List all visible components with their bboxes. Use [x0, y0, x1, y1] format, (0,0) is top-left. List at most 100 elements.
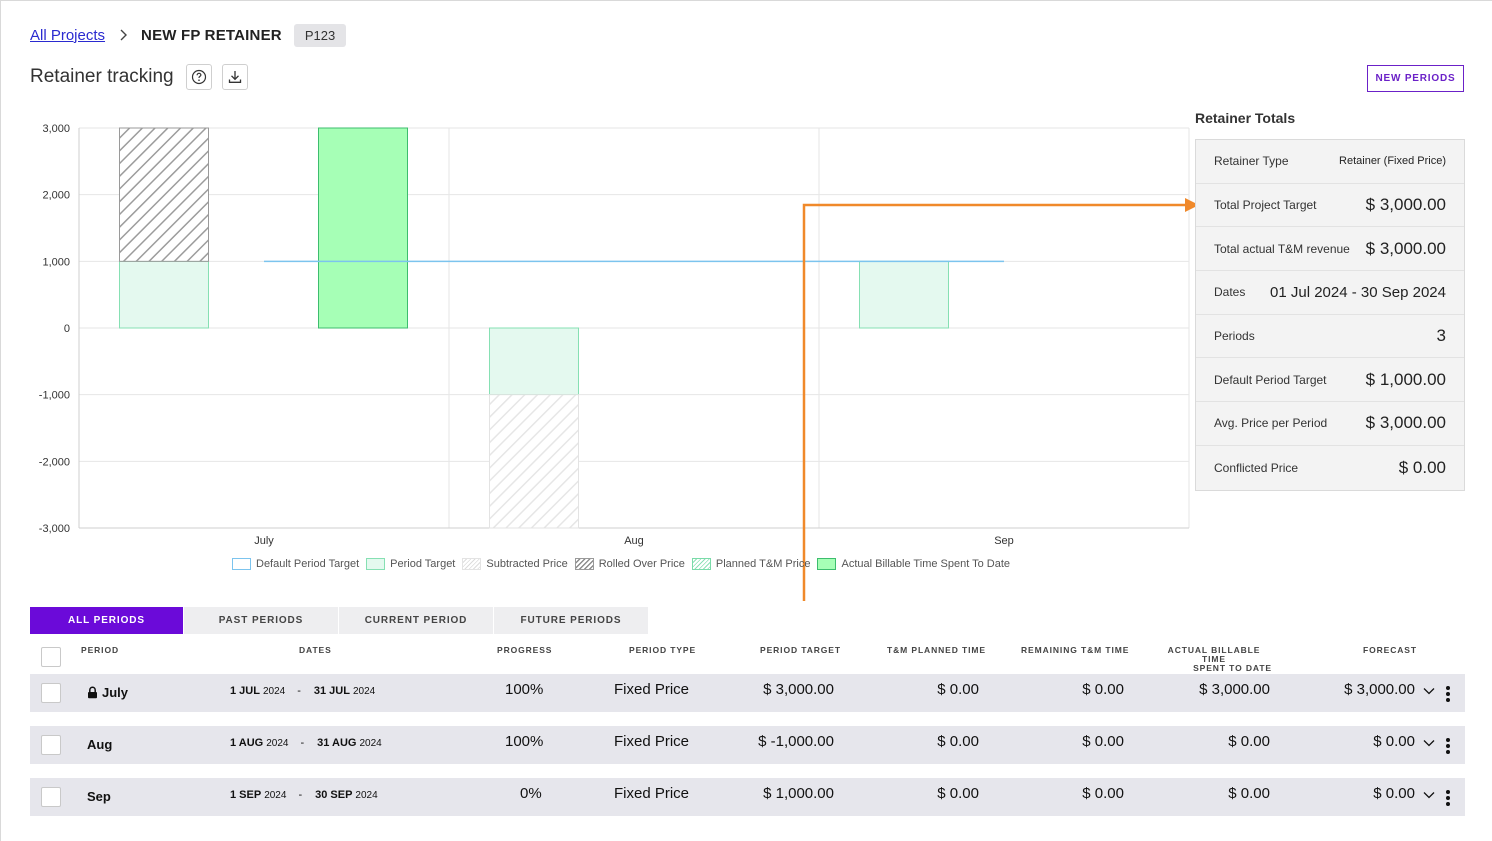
legend-subtracted-price[interactable]: Subtracted Price — [462, 558, 568, 570]
row-menu-icon[interactable] — [1442, 736, 1454, 756]
totals-row-total-project-target: Total Project Target $ 3,000.00 — [1196, 184, 1464, 228]
row-dates: 1 AUG 2024 - 31 AUG 2024 — [230, 737, 382, 749]
legend-planned-tm-price[interactable]: Planned T&M Price — [691, 558, 810, 570]
chevron-down-icon[interactable] — [1422, 684, 1436, 698]
row-progress: 100% — [505, 733, 544, 750]
tab-all-periods[interactable]: ALL PERIODS — [30, 607, 184, 634]
totals-label: Retainer Type — [1214, 154, 1289, 169]
x-tick-label: Sep — [994, 535, 1014, 547]
legend-swatch — [366, 558, 386, 570]
y-tick-label: -3,000 — [39, 523, 70, 535]
y-tick-label: 2,000 — [42, 190, 70, 202]
row-end-day: 31 AUG — [317, 737, 357, 749]
header-dates[interactable]: DATES — [299, 645, 332, 655]
y-tick-label: 1,000 — [42, 256, 70, 268]
totals-panel: Retainer Type Retainer (Fixed Price) Tot… — [1195, 139, 1465, 491]
totals-value: $ 3,000.00 — [1365, 238, 1446, 258]
new-periods-button[interactable]: NEW PERIODS — [1367, 65, 1464, 92]
header-tm-planned-time[interactable]: T&M PLANNED TIME — [887, 645, 986, 655]
y-tick-label: 3,000 — [42, 123, 70, 135]
table-row[interactable]: Sep 1 SEP 2024 - 30 SEP 2024 0% Fixed Pr… — [30, 778, 1465, 816]
period-tabs: ALL PERIODS PAST PERIODS CURRENT PERIOD … — [30, 607, 649, 634]
project-name: NEW FP RETAINER — [141, 26, 282, 44]
lock-icon — [88, 686, 97, 699]
row-tm-planned: $ 0.00 — [937, 681, 979, 698]
header-progress[interactable]: PROGRESS — [497, 645, 553, 655]
totals-label: Dates — [1214, 285, 1246, 300]
tab-future-periods[interactable]: FUTURE PERIODS — [494, 607, 649, 634]
row-start-year: 2024 — [264, 790, 287, 801]
totals-label: Default Period Target — [1214, 372, 1327, 387]
header-period[interactable]: PERIOD — [81, 645, 119, 655]
totals-row-default-period-target: Default Period Target $ 1,000.00 — [1196, 358, 1464, 403]
header-period-target[interactable]: PERIOD TARGET — [760, 645, 841, 655]
row-remaining-tm: $ 0.00 — [1082, 681, 1124, 698]
totals-value: Retainer (Fixed Price) — [1339, 155, 1446, 168]
legend-label: Period Target — [390, 558, 456, 570]
legend-rolled-over-price[interactable]: Rolled Over Price — [574, 558, 685, 570]
legend-default-period-target[interactable]: Default Period Target — [232, 558, 359, 570]
totals-value: $ 3,000.00 — [1365, 413, 1446, 433]
row-dates: 1 JUL 2024 - 31 JUL 2024 — [230, 685, 375, 697]
row-end-year: 2024 — [359, 738, 382, 749]
legend-label: Actual Billable Time Spent To Date — [841, 558, 1011, 570]
row-checkbox[interactable] — [41, 787, 61, 807]
all-projects-link[interactable]: All Projects — [30, 26, 106, 44]
tab-past-periods[interactable]: PAST PERIODS — [184, 607, 339, 634]
totals-row-total-actual-revenue: Total actual T&M revenue $ 3,000.00 — [1196, 227, 1464, 272]
row-period-label: Aug — [87, 737, 113, 752]
help-circle-icon — [191, 69, 206, 85]
legend-swatch — [817, 558, 837, 570]
totals-row-periods: Periods 3 — [1196, 315, 1464, 359]
chevron-down-icon[interactable] — [1422, 736, 1436, 750]
header-actual-billable-line-2: SPENT TO DATE — [1193, 663, 1272, 673]
totals-label: Periods — [1214, 329, 1255, 344]
row-end-year: 2024 — [355, 790, 378, 801]
row-start-year: 2024 — [262, 686, 286, 697]
row-forecast: $ 0.00 — [1373, 785, 1415, 802]
legend-label: Subtracted Price — [486, 558, 568, 570]
bar-rolled-over-price — [119, 127, 209, 262]
download-button[interactable] — [221, 64, 248, 90]
table-row[interactable]: Aug 1 AUG 2024 - 31 AUG 2024 100% Fixed … — [30, 726, 1465, 764]
annotation-arrow-line — [802, 203, 1191, 601]
row-menu-icon[interactable] — [1442, 684, 1454, 704]
row-start-day: 1 AUG — [230, 737, 264, 749]
row-start-day: 1 SEP — [230, 789, 262, 801]
row-end-day: 30 SEP — [315, 789, 353, 801]
header-actual-billable-line-1: ACTUAL BILLABLE TIME — [1167, 645, 1261, 664]
totals-label: Avg. Price per Period — [1214, 416, 1328, 431]
totals-row-dates: Dates 01 Jul 2024 - 30 Sep 2024 — [1196, 271, 1464, 315]
totals-value: $ 0.00 — [1398, 457, 1446, 477]
row-period: Aug — [87, 737, 112, 752]
row-period-type: Fixed Price — [614, 733, 690, 750]
row-forecast: $ 3,000.00 — [1344, 681, 1415, 698]
totals-value: $ 1,000.00 — [1365, 369, 1446, 389]
header-actual-billable-time[interactable]: ACTUAL BILLABLE TIME SPENT TO DATE — [1156, 646, 1272, 673]
row-date-separator: - — [298, 789, 303, 801]
retainer-chart: 3,000 2,000 1,000 0 -1,000 -2,000 -3,000 July Au… — [39, 123, 1199, 601]
header-period-type[interactable]: PERIOD TYPE — [629, 645, 697, 655]
row-progress: 0% — [520, 785, 542, 802]
row-checkbox[interactable] — [41, 683, 61, 703]
header-forecast[interactable]: FORECAST — [1363, 645, 1417, 655]
row-period-type: Fixed Price — [614, 785, 690, 802]
legend-actual-billable-time[interactable]: Actual Billable Time Spent To Date — [817, 558, 1010, 570]
table-row[interactable]: July 1 JUL 2024 - 31 JUL 2024 100% Fixed… — [30, 674, 1465, 712]
row-period-label: Sep — [87, 789, 111, 804]
row-menu-icon[interactable] — [1442, 788, 1454, 808]
legend-period-target[interactable]: Period Target — [366, 558, 455, 570]
chevron-down-icon[interactable] — [1422, 788, 1436, 802]
row-checkbox[interactable] — [41, 735, 61, 755]
row-period: Sep — [87, 789, 111, 804]
select-all-checkbox[interactable] — [41, 647, 61, 667]
tab-current-period[interactable]: CURRENT PERIOD — [339, 607, 494, 634]
row-date-separator: - — [300, 737, 305, 749]
help-button[interactable] — [185, 64, 212, 90]
totals-value: $ 3,000.00 — [1365, 195, 1446, 215]
totals-label: Total Project Target — [1214, 198, 1317, 213]
row-actual-billable: $ 0.00 — [1228, 785, 1270, 802]
row-period: July — [87, 685, 128, 700]
header-remaining-tm-time[interactable]: REMAINING T&M TIME — [1021, 645, 1130, 655]
annotation-arrowhead-right — [1185, 198, 1199, 212]
